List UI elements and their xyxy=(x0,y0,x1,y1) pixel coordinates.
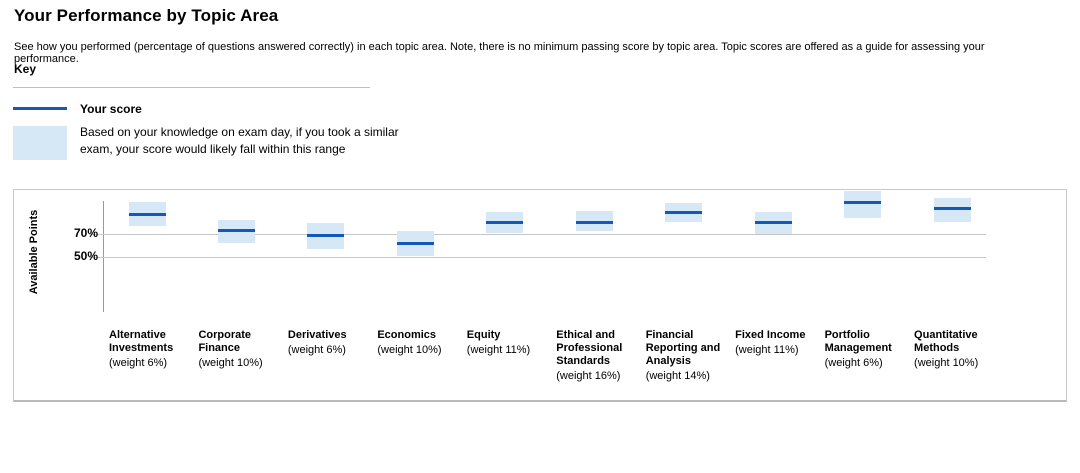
score-line xyxy=(486,221,524,224)
topic-weight: (weight 10%) xyxy=(198,357,263,369)
gridline xyxy=(89,257,986,258)
topic-label: Fixed Income (weight 11%) xyxy=(735,329,820,357)
topic-name: Economics xyxy=(377,329,437,341)
topic-label: Portfolio Management (weight 6%) xyxy=(825,329,910,370)
topic-name: Derivatives xyxy=(287,329,347,341)
score-line xyxy=(575,221,613,224)
score-line xyxy=(307,233,345,237)
page-description: See how you performed (percentage of que… xyxy=(14,41,985,65)
topic-label: Equity (weight 11%) xyxy=(467,329,552,357)
topic-weight: (weight 16%) xyxy=(556,370,621,382)
topic-label: Quantitative Methods (weight 10%) xyxy=(914,329,999,370)
legend-score-label: Your score xyxy=(80,102,142,116)
score-line xyxy=(217,229,255,233)
topic-chart: Available Points 70% 50% Alternative Inves… xyxy=(13,189,1067,402)
topic-name: Ethical and Professional Standards xyxy=(556,329,623,367)
topic-label: Corporate Finance (weight 10%) xyxy=(198,329,283,370)
topic-weight: (weight 6%) xyxy=(287,344,346,356)
topic-name: Portfolio Management xyxy=(824,329,892,354)
legend-range-label: Based on your knowledge on exam day, if … xyxy=(80,125,399,156)
topic-weight: (weight 6%) xyxy=(109,357,168,369)
topic-name: Alternative Investments xyxy=(109,329,174,354)
topic-weight: (weight 14%) xyxy=(645,370,710,382)
score-line xyxy=(754,221,792,224)
gridline xyxy=(89,234,986,235)
y-tick-label: 50% xyxy=(73,249,98,263)
topic-weight: (weight 10%) xyxy=(914,357,979,369)
legend-range-band-swatch xyxy=(13,126,67,160)
confidence-band xyxy=(933,198,971,223)
topic-name: Equity xyxy=(466,329,501,341)
score-line xyxy=(844,201,882,205)
y-tick-label: 70% xyxy=(73,226,98,240)
topic-label: Derivatives (weight 6%) xyxy=(288,329,373,357)
topic-weight: (weight 6%) xyxy=(824,357,883,369)
confidence-band xyxy=(575,211,613,231)
confidence-band xyxy=(844,191,882,218)
topic-name: Quantitative Methods xyxy=(914,329,978,354)
topic-label: Alternative Investments (weight 6%) xyxy=(109,329,194,370)
legend-score-line-swatch xyxy=(13,107,67,110)
key-heading: Key xyxy=(14,62,37,76)
page-title: Your Performance by Topic Area xyxy=(14,6,279,25)
y-axis-line xyxy=(103,201,104,312)
topic-name: Fixed Income xyxy=(735,329,806,341)
y-axis-title: Available Points xyxy=(28,209,40,295)
topic-label: Ethical and Professional Standards (weigh… xyxy=(556,329,641,383)
topic-name: Corporate Finance xyxy=(198,329,251,354)
topic-label: Financial Reporting and Analysis (weight … xyxy=(646,329,731,383)
score-line xyxy=(128,212,166,216)
topic-weight: (weight 11%) xyxy=(735,344,799,356)
topic-weight: (weight 10%) xyxy=(377,344,442,356)
topic-label: Economics (weight 10%) xyxy=(377,329,462,357)
score-line xyxy=(933,207,971,211)
topic-weight: (weight 11%) xyxy=(466,344,531,356)
topic-name: Financial Reporting and Analysis xyxy=(645,329,721,367)
score-line xyxy=(396,241,434,245)
score-line xyxy=(665,210,703,214)
key-divider xyxy=(13,87,370,88)
